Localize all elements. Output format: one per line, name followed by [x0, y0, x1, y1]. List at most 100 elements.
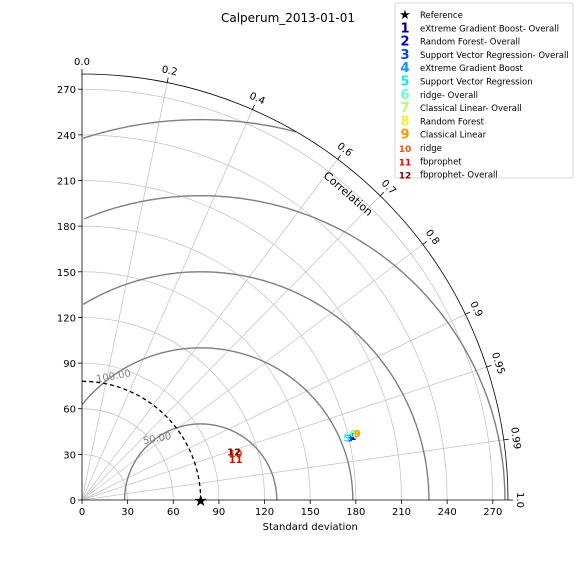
legend-label: Random Forest- Overall — [420, 38, 520, 48]
std-grid-arc — [81, 362, 220, 501]
x-tick-label: 0 — [79, 507, 85, 518]
x-tick-label: 60 — [167, 507, 180, 518]
legend-label: Random Forest — [420, 117, 485, 127]
data-point-8: 8 — [352, 429, 359, 440]
x-tick-label: 30 — [121, 507, 134, 518]
legend-marker: 4 — [400, 61, 409, 76]
rms-contour — [83, 195, 506, 501]
correlation-axis-label: Correlation — [321, 169, 375, 219]
rms-contour — [82, 271, 430, 500]
legend-marker: 6 — [400, 88, 409, 103]
legend-marker: ★ — [399, 8, 411, 23]
correlation-tick — [379, 191, 384, 197]
y-tick-label: 120 — [57, 313, 76, 324]
std-grid-arc — [81, 454, 128, 501]
rms-contour — [123, 423, 278, 500]
chart-title: Calperum_2013-01-01 — [221, 11, 355, 25]
legend-label: Classical Linear- Overall — [420, 104, 522, 114]
x-tick-label: 210 — [392, 507, 411, 518]
y-tick-label: 180 — [57, 222, 76, 233]
data-point-2: 2 — [349, 432, 356, 443]
outer-correlation-arc — [81, 73, 509, 501]
legend-label: fbprophet — [420, 157, 462, 167]
std-grid-arc — [81, 317, 265, 501]
correlation-tick — [465, 311, 471, 315]
correlation-tick — [337, 154, 341, 160]
correlation-tick-label: 0.95 — [489, 351, 506, 376]
correlation-tick-label: 0.2 — [161, 64, 179, 78]
legend-marker: 10 — [399, 145, 412, 155]
correlation-tick — [252, 104, 255, 110]
x-tick-label: 240 — [438, 507, 457, 518]
data-point-5: 5 — [343, 434, 350, 445]
data-point-7: 7 — [352, 431, 359, 442]
legend-marker: 5 — [400, 75, 409, 90]
correlation-tick-label: 0.99 — [508, 426, 522, 450]
legend-label: Classical Linear — [420, 131, 487, 141]
y-tick-label: 270 — [57, 85, 76, 96]
correlation-tick-label: 0.9 — [467, 300, 484, 319]
legend-marker: 8 — [400, 114, 409, 129]
std-grid-arc — [81, 408, 174, 501]
rms-contour-label: 100.00 — [95, 368, 131, 385]
correlation-grid-line — [81, 366, 487, 501]
std-grid-arc — [81, 180, 402, 501]
correlation-grid-line — [81, 313, 466, 501]
data-point-3: 3 — [346, 434, 353, 445]
correlation-tick — [486, 365, 492, 368]
data-point-12: 12 — [227, 447, 241, 458]
data-point-10: 10 — [229, 449, 243, 460]
legend-label: eXtreme Gradient Boost- Overall — [420, 24, 559, 34]
std-grid-arc — [81, 88, 494, 501]
correlation-tick-label: 1.0 — [514, 492, 525, 508]
y-tick-label: 0 — [70, 496, 76, 507]
rms-contour-label: 50.00 — [142, 431, 172, 447]
y-tick-label: 150 — [57, 268, 76, 279]
legend-marker: 9 — [400, 128, 409, 143]
std-grid-arc — [81, 271, 311, 501]
data-point-6: 6 — [349, 429, 356, 440]
correlation-grid-line — [81, 109, 253, 501]
x-tick-label: 180 — [346, 507, 365, 518]
correlation-grid-line — [81, 158, 338, 501]
x-tick-label: 90 — [213, 507, 226, 518]
legend-label: eXtreme Gradient Boost — [420, 64, 523, 74]
rms-contour — [81, 347, 354, 500]
legend-label: ridge — [420, 144, 442, 154]
correlation-grid-line — [81, 439, 504, 501]
correlation-tick-label: 0.0 — [74, 57, 90, 68]
y-tick-label: 90 — [63, 359, 76, 370]
x-tick-label: 270 — [483, 507, 502, 518]
data-point-9: 9 — [354, 429, 361, 440]
correlation-grid-line — [81, 82, 168, 501]
legend-marker: 1 — [400, 21, 409, 36]
y-tick-label: 30 — [63, 450, 76, 461]
legend-marker: 3 — [400, 48, 409, 63]
legend-marker: 2 — [400, 35, 409, 50]
data-point-1: 1 — [349, 432, 356, 443]
legend-marker: 11 — [399, 158, 412, 168]
legend-label: Support Vector Regression- Overall — [420, 51, 569, 61]
x-tick-label: 150 — [301, 507, 320, 518]
correlation-grid-line — [81, 244, 424, 501]
data-point-4: 4 — [351, 431, 358, 442]
y-tick-label: 240 — [57, 131, 76, 142]
y-tick-label: 60 — [63, 405, 76, 416]
legend-marker: 7 — [400, 101, 409, 116]
legend-label: ridge- Overall — [420, 91, 478, 101]
correlation-tick-label: 0.6 — [335, 141, 354, 159]
y-tick-label: 210 — [57, 177, 76, 188]
reference-std-arc — [81, 380, 202, 501]
rms-contour — [82, 118, 297, 139]
x-tick-label: 120 — [255, 507, 274, 518]
legend-label: fbprophet- Overall — [420, 171, 498, 181]
x-axis-label: Standard deviation — [263, 522, 358, 533]
data-point-11: 11 — [229, 455, 243, 466]
correlation-tick — [422, 241, 428, 245]
std-grid-arc — [81, 225, 357, 501]
legend-label: Support Vector Regression — [420, 78, 533, 88]
std-grid-arc — [81, 134, 448, 501]
legend-box — [394, 2, 574, 179]
